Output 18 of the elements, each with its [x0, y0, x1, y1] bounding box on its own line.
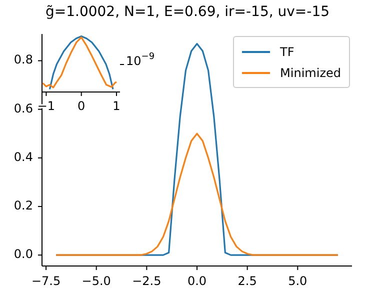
x-tick-label: 2.5: [238, 274, 257, 288]
y-tick-label: 0.6: [14, 102, 33, 116]
x-tick-label: −5.0: [82, 274, 111, 288]
y-tick-label: 0.2: [14, 198, 33, 213]
annotation: 10$^{−9}$: [126, 52, 155, 68]
x-tick-label: 0: [78, 99, 86, 114]
x-tick-label: 1: [112, 99, 120, 114]
y-tick-label: 0.0: [14, 247, 33, 262]
x-tick-label: 0.0: [187, 274, 207, 288]
legend-label: TF: [280, 44, 294, 58]
chart-title: g̃=1.0002, N=1, E=0.69, ir=-15, uv=-15: [44, 4, 331, 20]
line-series: [55, 132, 339, 256]
x-tick-label: −7.5: [31, 274, 61, 288]
x-tick-label: −2.5: [132, 274, 162, 288]
x-tick-label: 5.0: [288, 274, 308, 288]
y-tick-label: 0.8: [14, 53, 33, 68]
legend-label: Minimized: [280, 66, 341, 80]
y-tick-label: 0.4: [14, 150, 33, 164]
